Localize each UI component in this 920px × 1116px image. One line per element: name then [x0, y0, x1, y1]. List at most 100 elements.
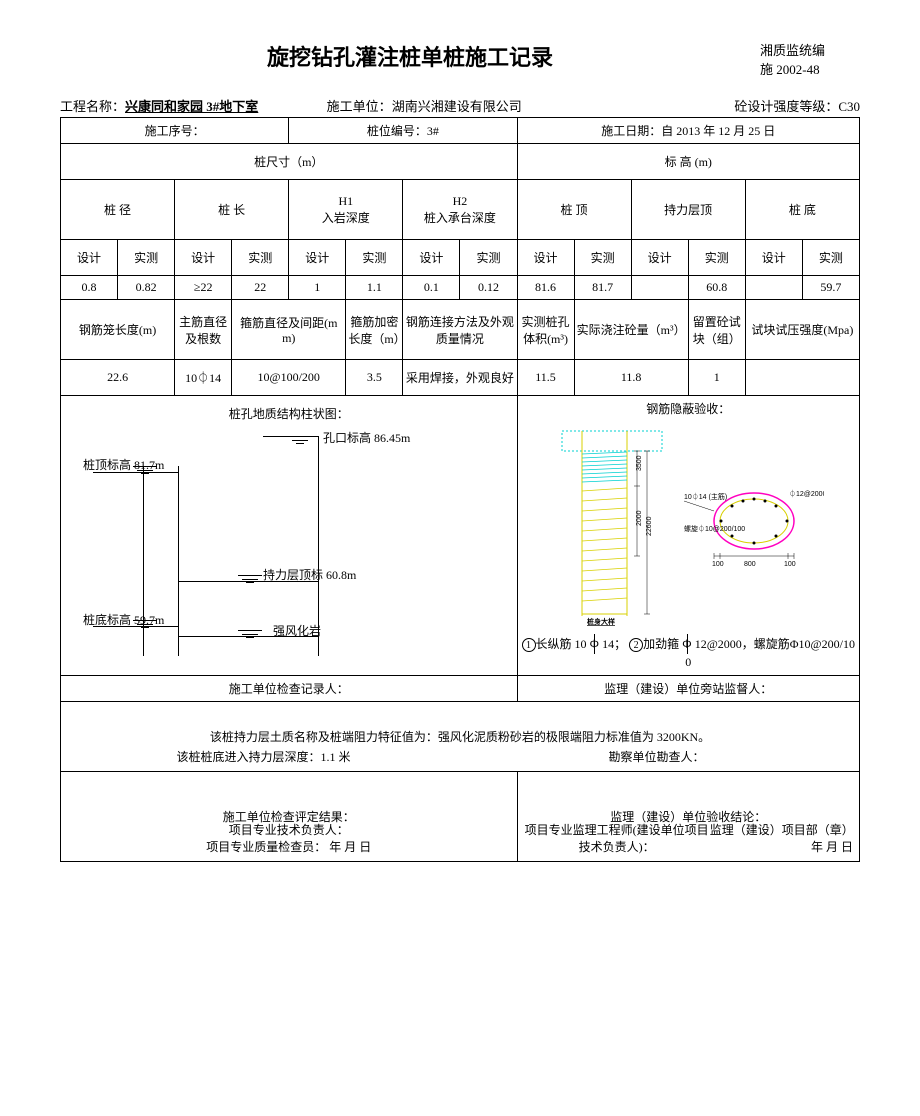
water-icon-5 [238, 630, 262, 640]
qc-sig: 项目专业质量检查员： 年 月 日 [67, 838, 511, 855]
v-conn: 采用焊接，外观良好 [403, 360, 517, 396]
water-icon-3 [238, 575, 262, 585]
len-d: ≥22 [175, 276, 232, 300]
h-cage-len: 钢筋笼长度(m) [61, 300, 175, 360]
len-m: 22 [232, 276, 289, 300]
h-stirrup: 箍筋直径及间距(mm) [232, 300, 346, 360]
doc-code-l2: 施 2002-48 [760, 59, 860, 78]
pile-bottom-label: 桩底标高 59.7m [83, 611, 164, 628]
v-blocks: 1 [688, 360, 745, 396]
pile-top-label: 桩顶标高 81.7m [83, 456, 164, 473]
h2-label: H2 [405, 194, 514, 209]
document-title: 旋挖钻孔灌注桩单桩施工记录 [60, 40, 760, 72]
svg-text:100: 100 [784, 561, 796, 568]
h-pour-vol: 实际浇注砼量（m³） [574, 300, 688, 360]
bearing-top-label: 持力层顶标 60.8m [263, 566, 356, 583]
dia-d-h: 设计 [61, 240, 118, 276]
stamp: 监理（建设）项目部（章） [710, 821, 853, 838]
top-d: 81.6 [517, 276, 574, 300]
h2-d-h: 设计 [403, 240, 460, 276]
hole-elev-label: 孔口标高 86.45m [323, 429, 410, 446]
water-icon-1 [288, 436, 312, 446]
h1-d-h: 设计 [289, 240, 346, 276]
rebar-title: 钢筋隐蔽验收： [520, 400, 858, 417]
top-m: 81.7 [574, 276, 631, 300]
h1-d: 1 [289, 276, 346, 300]
row-sig1: 施工单位检查记录人： 监理（建设）单位旁站监督人： [61, 676, 860, 702]
bear-d [631, 276, 688, 300]
col-bottom: 桩 底 [745, 180, 859, 240]
svg-text:⏀12@2000: ⏀12@2000 [789, 489, 824, 498]
h1-sub: 入岩深度 [291, 209, 400, 226]
col-h2: H2 桩入承台深度 [403, 180, 517, 240]
phi-icon-2: Φ [682, 635, 692, 653]
row-dim-header: 桩尺寸（m） 标 高 (m) [61, 144, 860, 180]
geology-diagram: 孔口标高 86.45m 桩顶标高 81.7m 持力层顶标 60.8m 桩底标高 … [63, 426, 515, 666]
concrete-strength: 砼设计强度等级：C30 [593, 96, 860, 115]
dia-m: 0.82 [118, 276, 175, 300]
len-m-h: 实测 [232, 240, 289, 276]
rebar-diagram-cell: 钢筋隐蔽验收： [517, 396, 860, 676]
strength-value: C30 [838, 99, 860, 114]
pile-detail-svg: 3500 2000 22600 桩身大样 [552, 426, 672, 626]
rebar-note: 1长纵筋 10 Φ 14； 2加劲箍 Φ 12@2000，螺旋筋Φ10@200/… [520, 635, 858, 671]
num-1-icon: 1 [522, 638, 536, 652]
result-left: 施工单位检查评定结果： 项目专业技术负责人： 项目专业质量检查员： 年 月 日 [61, 772, 518, 862]
bear-m: 60.8 [688, 276, 745, 300]
h1-m: 1.1 [346, 276, 403, 300]
bot-m: 59.7 [802, 276, 859, 300]
document-code: 湘质监统编 施 2002-48 [760, 40, 860, 78]
bot-m-h: 实测 [802, 240, 859, 276]
row-diagrams: 桩孔地质结构柱状图： 孔口标高 86.45m 桩顶标高 81.7m 持力层顶标 … [61, 396, 860, 676]
h2-m: 0.12 [460, 276, 517, 300]
bot-d [745, 276, 802, 300]
supervisor-eng: 项目专业监理工程师(建设单位项目技术负责人)： [524, 821, 710, 855]
detail-caption: 桩身大样 [587, 617, 615, 626]
project-value: 兴康同和家园 3#地下室 [125, 99, 258, 114]
inspector: 施工单位检查记录人： [61, 676, 518, 702]
col-len: 桩 长 [175, 180, 289, 240]
col-h1: H1 入岩深度 [289, 180, 403, 240]
row-result: 施工单位检查评定结果： 项目专业技术负责人： 项目专业质量检查员： 年 月 日 … [61, 772, 860, 862]
elevation-header: 标 高 (m) [517, 144, 860, 180]
h-hole-vol: 实测桩孔体积(m³) [517, 300, 574, 360]
top-d-h: 设计 [517, 240, 574, 276]
svg-text:3500: 3500 [636, 455, 643, 471]
rebar-diagram: 3500 2000 22600 桩身大样 [520, 421, 858, 631]
h2-d: 0.1 [403, 276, 460, 300]
note-1: 长纵筋 10 [536, 637, 590, 651]
svg-text:螺旋⏀10@200/100: 螺旋⏀10@200/100 [684, 524, 745, 533]
strength-label: 砼设计强度等级： [734, 99, 838, 114]
row-bearing-note: 该桩持力层土质名称及桩端阻力特征值为：强风化泥质粉砂岩的极限端阻力标准值为 32… [61, 702, 860, 772]
unit-label: 施工单位： [327, 99, 392, 114]
note-1b: 14； [599, 637, 626, 651]
unit-value: 湖南兴湘建设有限公司 [392, 99, 522, 114]
h2-sub: 桩入承台深度 [405, 209, 514, 226]
survey-sig: 勘察单位勘查人： [460, 748, 853, 765]
main-table: 施工序号： 桩位编号：3# 施工日期：自 2013 年 12 月 25 日 桩尺… [60, 117, 860, 862]
rock-label: 强风化岩 [273, 622, 321, 639]
col-bearing: 持力层顶 [631, 180, 745, 240]
top-m-h: 实测 [574, 240, 631, 276]
dia-m-h: 实测 [118, 240, 175, 276]
v-hole-vol: 11.5 [517, 360, 574, 396]
row-sub-headers: 设计 实测 设计 实测 设计 实测 设计 实测 设计 实测 设计 实测 设计 实… [61, 240, 860, 276]
stamp-date: 监理（建设）项目部（章） 年 月 日 [710, 821, 853, 855]
svg-text:800: 800 [744, 561, 756, 568]
h-conn: 钢筋连接方法及外观质量情况 [403, 300, 517, 360]
svg-text:22600: 22600 [646, 516, 653, 536]
h-main-bar: 主筋直径及根数 [175, 300, 232, 360]
project-label: 工程名称： [60, 99, 125, 114]
pile-no: 桩位编号：3# [289, 118, 517, 144]
v-cage-len: 22.6 [61, 360, 175, 396]
pile-dim-header: 桩尺寸（m） [61, 144, 518, 180]
date-value: 自 2013 年 12 月 25 日 [661, 124, 775, 138]
seq-label: 施工序号： [61, 118, 289, 144]
pile-no-label: 桩位编号： [367, 124, 427, 138]
h1-m-h: 实测 [346, 240, 403, 276]
bear-m-h: 实测 [688, 240, 745, 276]
svg-text:10⏀14 (主筋): 10⏀14 (主筋) [684, 492, 727, 501]
v-stirrup: 10@100/200 [232, 360, 346, 396]
meta-line: 工程名称：兴康同和家园 3#地下室 施工单位：湖南兴湘建设有限公司 砼设计强度等… [60, 96, 860, 115]
doc-code-l1: 湘质监统编 [760, 40, 860, 59]
